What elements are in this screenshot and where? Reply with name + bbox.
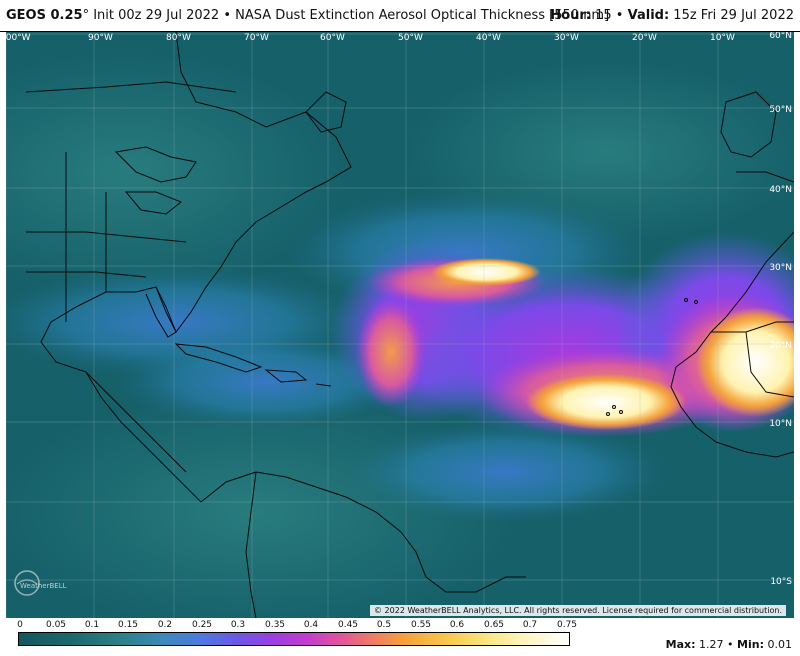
init-time: Init 00z 29 Jul 2022 (93, 8, 220, 23)
legend-tick: 0.05 (45, 620, 67, 630)
lon-label-20w: 20°W (632, 33, 657, 43)
header-bullet: • (223, 8, 232, 23)
dust-white-north (431, 258, 541, 286)
dust-white-plume (526, 374, 686, 430)
lat-label-30n: 30°N (769, 263, 792, 273)
lon-label-100w: 100°W (6, 33, 31, 43)
lat-label-40n: 40°N (769, 185, 792, 195)
legend-tick: 0.15 (117, 620, 139, 630)
product-title: NASA Dust Extinction Aerosol Optical Thi… (235, 8, 610, 23)
readout-bullet: • (727, 638, 734, 651)
min-value: 0.01 (767, 638, 793, 651)
latitude-labels: 60°N 50°N 40°N 30°N 20°N 10°N 10°S (769, 32, 792, 587)
valid-label: Valid: (627, 8, 670, 23)
legend-tick: 0.3 (230, 620, 246, 630)
lon-label-80w: 80°W (166, 33, 191, 43)
teal-haze-1 (6, 52, 346, 292)
color-bar (18, 632, 570, 646)
legend-tick: 0.7 (522, 620, 538, 630)
lon-label-60w: 60°W (320, 33, 345, 43)
hour-label: Hour: (550, 8, 591, 23)
max-value: 1.27 (699, 638, 724, 651)
lon-label-90w: 90°W (88, 33, 113, 43)
lon-label-30w: 30°W (554, 33, 579, 43)
legend-tick: 0.2 (157, 620, 173, 630)
dust-aod-map: 100°W 90°W 80°W 70°W 60°W 50°W 40°W 30°W… (6, 32, 794, 618)
weatherbell-logo: WeatherBELL (14, 570, 67, 596)
max-label: Max: (665, 638, 696, 651)
hour-value: 15 (595, 8, 612, 23)
dust-blue-south (346, 422, 666, 522)
coastlines (25, 32, 794, 618)
lat-label-60n: 60°N (769, 32, 792, 41)
legend-tick: 0.65 (483, 620, 505, 630)
map-canvas: 100°W 90°W 80°W 70°W 60°W 50°W 40°W 30°W… (6, 32, 794, 618)
lat-label-50n: 50°N (769, 105, 792, 115)
min-label: Min: (737, 638, 764, 651)
legend-tick: 0 (17, 620, 23, 630)
map-header: GEOS 0.25° Init 00z 29 Jul 2022 • NASA D… (0, 0, 800, 32)
lat-label-10s: 10°S (770, 577, 792, 587)
dust-orange-west-arc (356, 297, 426, 407)
legend-tick: 0.25 (191, 620, 213, 630)
lon-label-10w: 10°W (710, 33, 735, 43)
legend-tick: 0.55 (410, 620, 432, 630)
svg-text:WeatherBELL: WeatherBELL (20, 582, 67, 590)
max-min-readout: Max: 1.27 • Min: 0.01 (666, 638, 792, 651)
legend-tick: 0.5 (376, 620, 392, 630)
header-title-block: GEOS 0.25° Init 00z 29 Jul 2022 • NASA D… (6, 8, 609, 23)
lon-label-40w: 40°W (476, 33, 501, 43)
degree-sign: ° (82, 8, 90, 23)
lat-label-10n: 10°N (769, 419, 792, 429)
valid-value: 15z Fri 29 Jul 2022 (673, 8, 794, 23)
copyright-notice: © 2022 WeatherBELL Analytics, LLC. All r… (370, 605, 786, 616)
longitude-labels: 100°W 90°W 80°W 70°W 60°W 50°W 40°W 30°W… (6, 33, 735, 43)
legend-tick: 0.1 (84, 620, 100, 630)
lon-label-50w: 50°W (398, 33, 423, 43)
lon-label-70w: 70°W (244, 33, 269, 43)
legend-tick: 0.6 (449, 620, 465, 630)
graticule (6, 32, 794, 618)
model-name: GEOS 0.25 (6, 8, 83, 23)
legend-tick: 0.35 (264, 620, 286, 630)
legend-tick: 0.4 (303, 620, 319, 630)
header-valid-block: Hour: 15 • Valid: 15z Fri 29 Jul 2022 (550, 8, 794, 23)
legend-tick: 0.45 (337, 620, 359, 630)
dust-white-sahara (696, 307, 794, 417)
color-legend: 0 0.05 0.1 0.15 0.2 0.25 0.3 0.35 0.4 0.… (0, 618, 800, 656)
legend-tick: 0.75 (556, 620, 578, 630)
lat-label-20n: 20°N (769, 341, 792, 351)
header-bullet-2: • (615, 8, 624, 23)
